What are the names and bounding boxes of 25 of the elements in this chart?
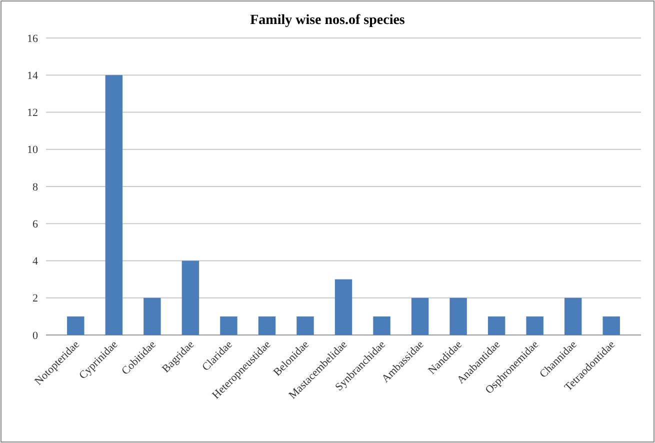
bar xyxy=(67,316,84,335)
y-tick-label: 10 xyxy=(27,144,38,156)
bar xyxy=(450,298,467,335)
y-tick-label: 6 xyxy=(32,218,38,230)
bar xyxy=(564,298,582,335)
bar xyxy=(602,316,620,335)
bar xyxy=(105,75,123,335)
y-tick-label: 14 xyxy=(27,70,38,82)
bar xyxy=(411,298,429,335)
bar xyxy=(488,316,506,335)
chart-title: Family wise nos.of species xyxy=(250,13,406,28)
bar xyxy=(334,279,352,335)
y-tick-label: 12 xyxy=(27,107,38,120)
bar xyxy=(144,298,161,335)
bar xyxy=(296,316,314,335)
bar xyxy=(258,316,276,335)
y-tick-label: 8 xyxy=(32,181,38,194)
bar xyxy=(373,316,390,335)
y-tick-label: 4 xyxy=(32,256,38,268)
y-tick-label: 0 xyxy=(32,330,38,342)
bar xyxy=(182,260,200,335)
bar xyxy=(526,316,544,335)
y-tick-label: 16 xyxy=(27,32,38,45)
bar xyxy=(220,316,238,335)
y-tick-label: 2 xyxy=(32,292,38,305)
